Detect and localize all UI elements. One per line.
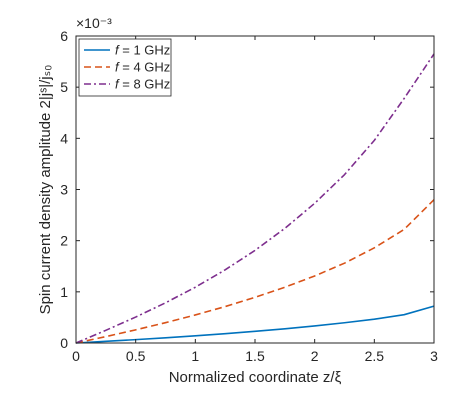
legend-label-2: f = 4 GHz xyxy=(115,60,170,75)
legend-label-3: f = 8 GHz xyxy=(115,77,170,92)
y-tick-label: 3 xyxy=(60,182,68,198)
y-tick-label: 6 xyxy=(60,28,68,44)
y-tick-label: 0 xyxy=(60,335,68,351)
series-line-2 xyxy=(75,199,435,344)
y-tick-label: 2 xyxy=(60,233,68,249)
series-line-3 xyxy=(75,53,435,344)
x-tick-label: 1.5 xyxy=(245,348,265,364)
y-tick-label: 5 xyxy=(60,79,68,95)
x-tick-label: 0 xyxy=(72,348,80,364)
ticks-layer: 0 0.5 1 1.5 2 2.5 3 0 1 2 3 4 5 6 xyxy=(60,28,438,364)
legend-label-1: f = 1 GHz xyxy=(115,43,170,58)
y-tick-label: 4 xyxy=(60,130,68,146)
y-axis-exponent: ×10⁻³ xyxy=(76,15,112,31)
x-tick-label: 0.5 xyxy=(126,348,146,364)
x-tick-label: 2 xyxy=(311,348,319,364)
y-tick-label: 1 xyxy=(60,284,68,300)
y-axis-label: Spin current density amplitude 2|jˢ|/jₛ₀ xyxy=(37,65,54,315)
x-tick-label: 3 xyxy=(430,348,438,364)
legend-box xyxy=(78,38,172,97)
x-tick-label: 1 xyxy=(191,348,199,364)
x-axis-label: Normalized coordinate z/ξ xyxy=(169,369,342,386)
legend: f = 1 GHz f = 4 GHz f = 8 GHz xyxy=(78,38,172,97)
x-tick-label: 2.5 xyxy=(365,348,385,364)
